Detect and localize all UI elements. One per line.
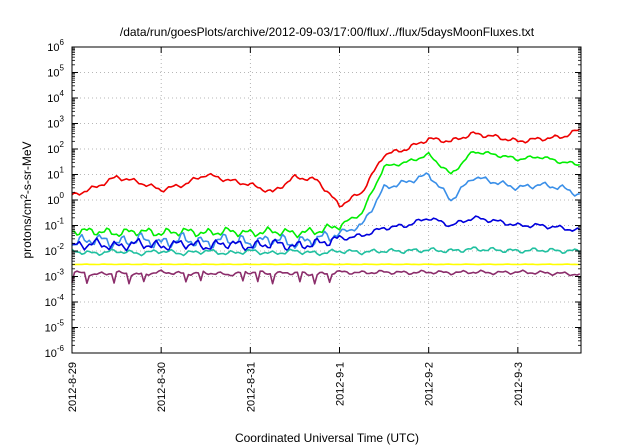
y-tick-label: 103	[47, 115, 64, 131]
series-line-3	[71, 172, 580, 250]
x-tick-label: 2012-8-31	[245, 362, 257, 412]
series-line-5	[71, 246, 581, 257]
grid	[72, 47, 581, 353]
y-tick-label: 104	[47, 89, 64, 105]
y-tick-label: 101	[47, 166, 64, 182]
y-axis-ticks: 10-6 10-5 10-4 10-3 10-2 10-1 100 101 102 103 104 1…	[45, 38, 581, 360]
series-line-1	[71, 128, 581, 208]
y-tick-label: 102	[47, 140, 64, 156]
x-axis-label: Coordinated Universal Time (UTC)	[235, 431, 419, 445]
x-tick-label: 2012-8-30	[156, 362, 168, 412]
x-tick-label: 2012-8-29	[67, 362, 79, 412]
series-line-6	[71, 263, 580, 266]
y-axis-label: protons/cm2-s-sr-MeV	[19, 141, 34, 258]
x-axis-ticks: 2012-8-29 2012-8-30 2012-8-31 2012-9-1 2012-…	[67, 47, 525, 412]
series-line-2	[71, 151, 580, 239]
x-tick-label: 2012-9-3	[513, 362, 525, 406]
y-tick-label: 10-3	[45, 268, 65, 284]
y-tick-label: 10-6	[45, 344, 65, 360]
series-layer	[71, 128, 581, 285]
y-tick-label: 10-2	[45, 242, 65, 258]
chart-title: /data/run/goesPlots/archive/2012-09-03/1…	[120, 25, 535, 39]
y-tick-label: 106	[47, 38, 64, 54]
y-tick-label: 10-4	[45, 293, 65, 309]
y-tick-label: 100	[47, 191, 64, 207]
y-tick-label: 10-5	[45, 319, 65, 335]
series-line-7	[71, 269, 581, 285]
y-tick-label: 105	[47, 64, 64, 80]
y-tick-label: 10-1	[45, 217, 65, 233]
series-line-4	[71, 215, 581, 252]
x-tick-label: 2012-9-1	[335, 362, 347, 406]
x-tick-label: 2012-9-2	[424, 362, 436, 406]
